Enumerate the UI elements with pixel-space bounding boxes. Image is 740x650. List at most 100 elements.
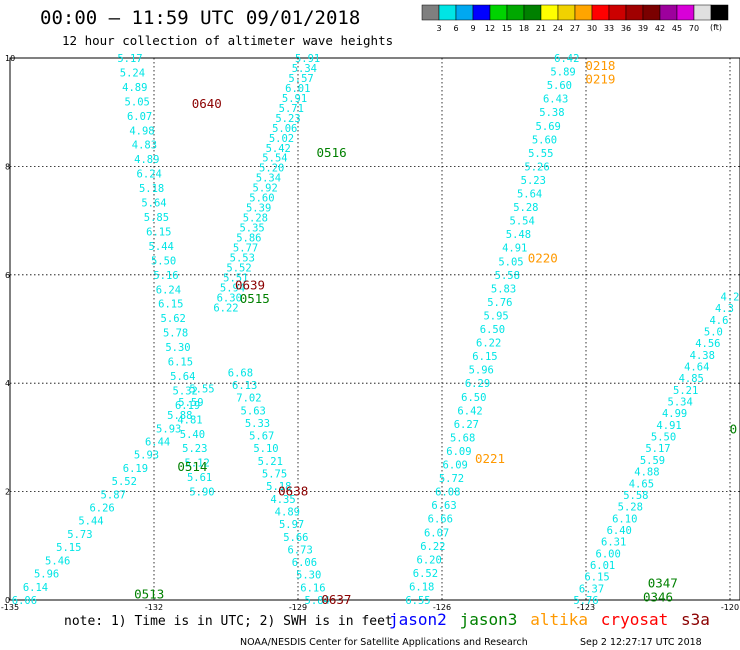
colorbar-unit: (ft) bbox=[710, 23, 722, 32]
colorbar-label: 33 bbox=[604, 24, 614, 33]
swh-value: 5.92 bbox=[253, 183, 278, 195]
swh-value: 6.18 bbox=[409, 581, 434, 593]
swh-value: 5.89 bbox=[550, 67, 575, 79]
swh-value: 5.34 bbox=[256, 173, 281, 185]
x-tick-label: -129 bbox=[289, 603, 307, 612]
swh-value: 6.50 bbox=[461, 392, 486, 404]
pass-time-label: 0638 bbox=[278, 484, 308, 499]
swh-value: 5.48 bbox=[506, 229, 531, 241]
pass-time-label: 0. bbox=[730, 421, 740, 436]
swh-value: 5.55 bbox=[189, 384, 214, 396]
swh-value: 4.64 bbox=[684, 362, 709, 374]
swh-value: 4.89 bbox=[275, 506, 300, 518]
swh-value: 6.09 bbox=[443, 460, 468, 472]
chart-title: 00:00 – 11:59 UTC 09/01/2018 bbox=[40, 7, 360, 29]
swh-value: 5.59 bbox=[640, 455, 665, 467]
colorbar-label: 24 bbox=[553, 24, 563, 33]
swh-value: 4.98 bbox=[129, 125, 154, 137]
swh-value: 5.23 bbox=[182, 443, 207, 455]
swh-value: 6.10 bbox=[612, 513, 637, 525]
swh-value: 6.68 bbox=[228, 367, 253, 379]
swh-value: 6.19 bbox=[175, 400, 200, 412]
colorbar-swatch bbox=[540, 4, 559, 21]
swh-value: 5.12 bbox=[185, 458, 210, 470]
colorbar-label: 30 bbox=[587, 24, 597, 33]
swh-value: 4.81 bbox=[177, 414, 202, 426]
swh-value: 5.18 bbox=[139, 183, 164, 195]
colorbar-label: 27 bbox=[570, 24, 580, 33]
swh-value: 5.69 bbox=[536, 121, 561, 133]
swh-value: 4.65 bbox=[629, 478, 654, 490]
colorbar-label: 70 bbox=[689, 24, 699, 33]
swh-value: 5.17 bbox=[645, 443, 670, 455]
pass-time-label: 0515 bbox=[240, 291, 270, 306]
swh-value: 5.67 bbox=[249, 431, 274, 443]
x-tick-label: -126 bbox=[433, 603, 451, 612]
footer-note: note: 1) Time is in UTC; 2) SWH is in fe… bbox=[64, 614, 393, 629]
swh-value: 6.06 bbox=[12, 595, 37, 607]
colorbar-label: 15 bbox=[502, 24, 512, 33]
footer-credit: NOAA/NESDIS Center for Satellite Applica… bbox=[240, 637, 528, 648]
swh-value: 5.44 bbox=[149, 241, 174, 253]
colorbar-label: 9 bbox=[470, 24, 475, 33]
legend-cryosat: cryosat bbox=[601, 610, 668, 629]
pass-time-label: 0514 bbox=[177, 459, 207, 474]
y-tick-label: 10 bbox=[5, 54, 15, 63]
y-tick-label: 2 bbox=[5, 488, 10, 497]
swh-value: 5.83 bbox=[491, 283, 516, 295]
swh-value: 6.06 bbox=[292, 557, 317, 569]
swh-value: 5.28 bbox=[513, 202, 538, 214]
swh-value: 6.15 bbox=[168, 357, 193, 369]
swh-value: 6.15 bbox=[584, 572, 609, 584]
swh-value: 4.99 bbox=[662, 408, 687, 420]
swh-value: 6.63 bbox=[431, 500, 456, 512]
swh-value: 6.40 bbox=[607, 525, 632, 537]
swh-value: 4.91 bbox=[656, 420, 681, 432]
swh-value: 5.40 bbox=[180, 429, 205, 441]
swh-value: 5.59 bbox=[178, 397, 203, 409]
swh-value: 5.86 bbox=[236, 233, 261, 245]
swh-value: 6.44 bbox=[145, 436, 170, 448]
y-tick-label: 0 bbox=[5, 596, 10, 605]
colorbar-swatch bbox=[659, 4, 678, 21]
grid bbox=[10, 58, 740, 600]
colorbar-swatch bbox=[608, 4, 627, 21]
swh-value: 4.2 bbox=[721, 291, 740, 303]
swh-value: 6.52 bbox=[413, 568, 438, 580]
colorbar-swatch bbox=[591, 4, 610, 21]
x-tick-label: -135 bbox=[1, 603, 19, 612]
swh-value: 5.02 bbox=[269, 133, 294, 145]
colorbar-swatch bbox=[523, 4, 542, 21]
pass-time-label: 0639 bbox=[235, 278, 265, 293]
y-tick-label: 6 bbox=[5, 271, 10, 280]
swh-value: 4.85 bbox=[679, 373, 704, 385]
swh-value: 5.26 bbox=[524, 161, 549, 173]
swh-value: 5.77 bbox=[233, 242, 258, 254]
swh-value: 6.66 bbox=[428, 514, 453, 526]
pass-time-label: 0218 bbox=[585, 58, 615, 73]
swh-value: 5.95 bbox=[483, 310, 508, 322]
swh-value: 5.34 bbox=[668, 397, 693, 409]
colorbar-swatch bbox=[710, 4, 729, 21]
swh-value: 6.16 bbox=[300, 582, 325, 594]
legend-s3a: s3a bbox=[681, 610, 710, 629]
swh-value: 5.55 bbox=[528, 148, 553, 160]
colorbar-swatch bbox=[421, 4, 440, 21]
swh-value: 6.31 bbox=[601, 537, 626, 549]
swh-value: 7.02 bbox=[236, 393, 261, 405]
colorbar-swatch bbox=[489, 4, 508, 21]
colorbar-swatch bbox=[438, 4, 457, 21]
swh-value: 5.58 bbox=[495, 270, 520, 282]
swh-value: 4.83 bbox=[132, 140, 157, 152]
swh-value: 5.21 bbox=[673, 385, 698, 397]
swh-value: 6.26 bbox=[89, 503, 114, 515]
swh-value: 5.60 bbox=[532, 134, 557, 146]
colorbar-label: 45 bbox=[672, 24, 682, 33]
swh-value: 5.64 bbox=[517, 189, 542, 201]
swh-value: 5.52 bbox=[112, 476, 137, 488]
swh-value: 5.93 bbox=[134, 450, 159, 462]
swh-value: 5.64 bbox=[170, 371, 195, 383]
swh-value: 4.35 bbox=[270, 494, 295, 506]
